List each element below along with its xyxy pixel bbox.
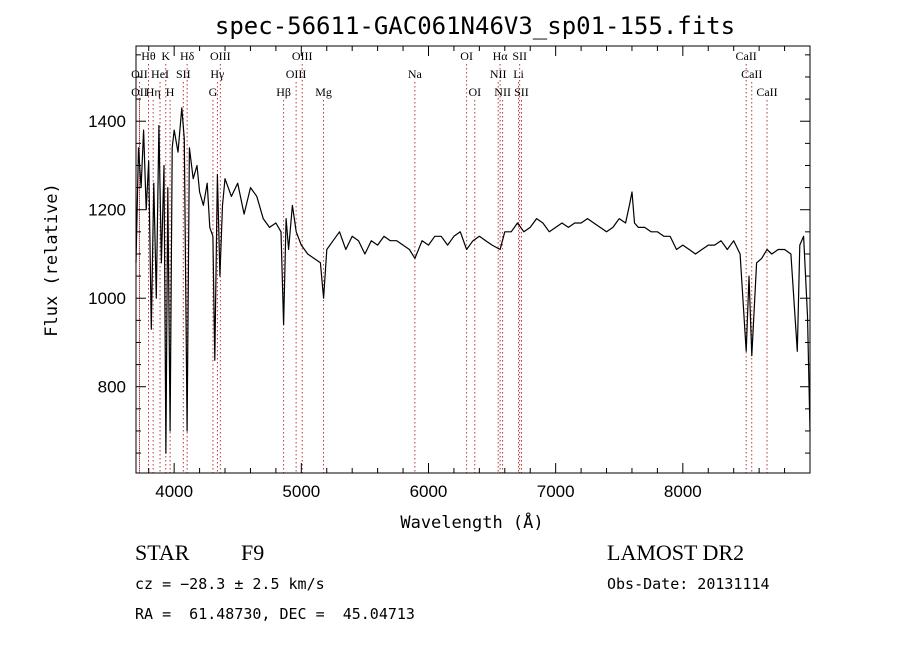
coordinates: RA = 61.48730, DEC = 45.04713 [135, 605, 415, 623]
line-marker-label: CaII [741, 67, 762, 81]
y-tick-label: 1400 [88, 112, 126, 131]
y-axis-ticks: 800 1000 1200 1400 [88, 54, 810, 454]
line-marker-label: HeI [151, 67, 169, 81]
line-marker-label: K [161, 49, 170, 63]
line-marker-label: NII [494, 85, 511, 99]
x-axis-label: Wavelength (Å) [400, 511, 543, 533]
line-marker-label: OII [131, 85, 148, 99]
x-tick-label: 6000 [410, 482, 448, 501]
line-marker-label: Mg [315, 85, 332, 99]
x-tick-label: 4000 [155, 482, 193, 501]
line-marker-label: SII [514, 85, 529, 99]
line-marker-label: OIII [210, 49, 231, 63]
line-marker-label: H [166, 85, 175, 99]
line-marker-label: Na [408, 67, 423, 81]
line-marker-label: Hη [146, 85, 161, 99]
line-marker-label: NII [490, 67, 507, 81]
chart-title: spec-56611-GAC061N46V3_sp01-155.fits [215, 12, 735, 40]
y-tick-label: 1200 [88, 201, 126, 220]
line-marker-label: OI [468, 85, 481, 99]
line-marker-label: OII [131, 67, 148, 81]
y-tick-label: 1000 [88, 289, 126, 308]
observation-date: Obs-Date: 20131114 [607, 575, 770, 593]
line-marker-label: Li [513, 67, 524, 81]
y-axis-label: Flux (relative) [42, 183, 62, 337]
survey-name: LAMOST DR2 [607, 540, 745, 565]
x-tick-label: 5000 [282, 482, 320, 501]
x-tick-label: 7000 [537, 482, 575, 501]
line-marker-label: OIII [292, 49, 313, 63]
line-marker-label: OIII [286, 67, 307, 81]
emission-absorption-line-markers [138, 64, 768, 473]
line-marker-label: Hθ [141, 49, 156, 63]
object-class: STAR [135, 540, 190, 565]
y-tick-label: 800 [98, 378, 126, 397]
redshift-cz: cz = −28.3 ± 2.5 km/s [135, 575, 325, 593]
line-marker-label: SII [176, 67, 191, 81]
line-marker-label: Hα [493, 49, 509, 63]
plot-frame [135, 45, 811, 474]
line-marker-label: CaII [735, 49, 756, 63]
x-axis-ticks: 4000 5000 6000 7000 8000 [148, 46, 811, 501]
line-marker-label: Hβ [276, 85, 291, 99]
line-marker-label: Hγ [210, 67, 225, 81]
line-marker-label: CaII [756, 85, 777, 99]
x-tick-label: 8000 [664, 482, 702, 501]
line-marker-label: G [209, 85, 218, 99]
object-subclass: F9 [241, 540, 265, 565]
spectrum-series-line [135, 107, 811, 454]
line-marker-label: Hδ [180, 49, 195, 63]
line-marker-label: SII [512, 49, 527, 63]
line-marker-label: OI [460, 49, 473, 63]
